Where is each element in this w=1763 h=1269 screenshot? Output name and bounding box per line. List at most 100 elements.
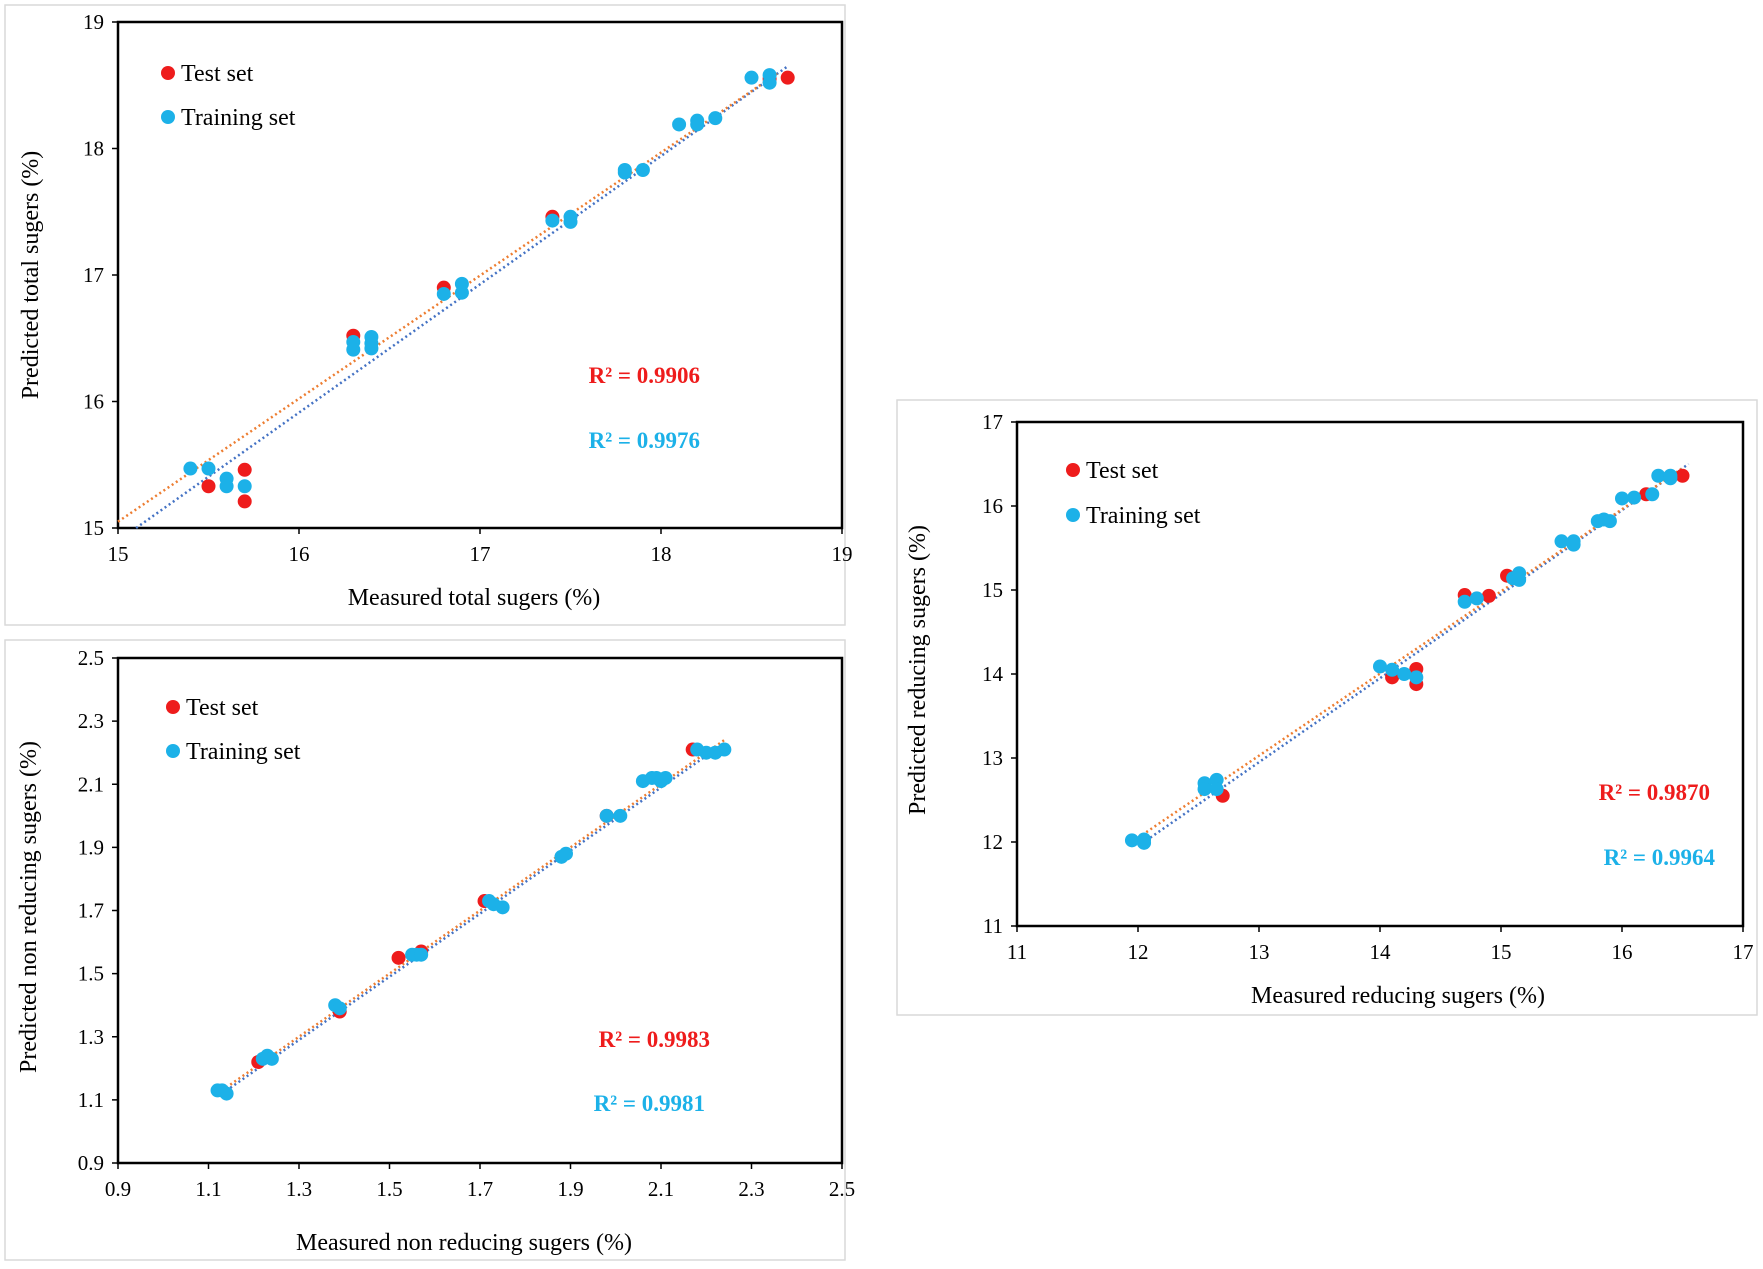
- training-set-point: [436, 286, 451, 301]
- x-tick-label: 1.7: [467, 1177, 493, 1201]
- x-tick-label: 19: [832, 542, 853, 566]
- training-set-point: [332, 1001, 347, 1016]
- training-set-point: [1137, 835, 1152, 850]
- x-tick-label: 0.9: [105, 1177, 131, 1201]
- training-set-point: [1651, 468, 1666, 483]
- y-tick-label: 0.9: [78, 1151, 104, 1175]
- y-tick-label: 16: [83, 390, 104, 414]
- x-axis-title: Measured reducing sugers (%): [1251, 983, 1545, 1009]
- x-tick-label: 16: [289, 542, 310, 566]
- training-set-point: [744, 70, 759, 85]
- y-tick-label: 1.5: [78, 962, 104, 986]
- test-trendline: [221, 739, 726, 1092]
- test-set-point: [237, 494, 252, 509]
- legend-training-label: Training set: [186, 739, 301, 765]
- training-set-point: [1124, 833, 1139, 848]
- y-tick-label: 1.1: [78, 1088, 104, 1112]
- training-set-point: [617, 165, 632, 180]
- test-set-point: [1675, 468, 1690, 483]
- legend-test-label: Test set: [186, 695, 259, 721]
- x-axis-title: Measured total sugers (%): [348, 585, 601, 611]
- training-set-point: [1554, 534, 1569, 549]
- y-tick-label: 2.5: [78, 646, 104, 670]
- y-tick-label: 15: [83, 516, 104, 540]
- training-set-point: [1409, 670, 1424, 685]
- training-set-point: [346, 342, 361, 357]
- training-set-point: [264, 1051, 279, 1066]
- x-tick-label: 15: [108, 542, 129, 566]
- training-set-point: [1627, 490, 1642, 505]
- training-set-point: [219, 479, 234, 494]
- training-set-point: [1615, 491, 1629, 506]
- x-tick-label: 2.1: [648, 1177, 674, 1201]
- y-tick-label: 15: [982, 578, 1003, 602]
- training-trendline: [135, 65, 789, 530]
- legend-test-label: Test set: [1086, 458, 1159, 484]
- training-set-point: [658, 770, 673, 785]
- y-tick-label: 18: [83, 137, 104, 161]
- x-tick-label: 12: [1128, 940, 1149, 964]
- training-set-point: [1209, 782, 1224, 797]
- r2-test-label: R² = 0.9906: [589, 363, 700, 388]
- y-tick-label: 17: [83, 263, 104, 287]
- training-trendline: [221, 742, 726, 1095]
- x-tick-label: 1.9: [557, 1177, 583, 1201]
- total-sugars-chart: 15 16 17 18 19 15 16 17 18 19 Measured total suger…: [4, 4, 853, 626]
- training-set-point: [1373, 659, 1387, 674]
- r2-training-label: R² = 0.9981: [594, 1091, 705, 1116]
- legend-training-marker: [166, 744, 180, 758]
- x-tick-label: 18: [651, 542, 672, 566]
- x-tick-label: 17: [1733, 940, 1754, 964]
- training-set-point: [599, 808, 614, 823]
- legend-test-label: Test set: [181, 61, 254, 87]
- x-tick-label: 13: [1249, 940, 1270, 964]
- training-set-point: [201, 461, 216, 476]
- x-tick-label: 15: [1491, 940, 1512, 964]
- y-tick-label: 1.3: [78, 1025, 104, 1049]
- legend-training-marker: [161, 110, 175, 124]
- y-tick-label: 14: [982, 662, 1004, 686]
- legend-test-marker: [1066, 463, 1080, 477]
- training-set-point: [1512, 572, 1527, 587]
- x-axis-title: Measured non reducing sugers (%): [296, 1230, 632, 1256]
- r2-test-label: R² = 0.9870: [1599, 780, 1710, 805]
- legend-test-marker: [166, 700, 180, 714]
- non-reducing-sugars-chart: 0.9 1.1 1.3 1.5 1.7 1.9 2.1 2.3 2.5 0.9 1.1 1.3 1.5 1…: [4, 639, 855, 1261]
- legend-training-label: Training set: [1086, 503, 1201, 529]
- reducing-sugars-chart: 11 12 13 14 15 16 17 11 12 13 14 15 16 17 Measured red…: [896, 399, 1758, 1016]
- test-set-point: [237, 462, 252, 477]
- plot-area: [116, 20, 844, 530]
- r2-training-label: R² = 0.9964: [1604, 845, 1716, 870]
- training-set-point: [1457, 594, 1472, 609]
- training-set-point: [635, 163, 650, 178]
- training-set-point: [708, 111, 723, 126]
- x-tick-label: 1.3: [286, 1177, 312, 1201]
- test-trendline: [117, 71, 780, 523]
- training-set-point: [1566, 537, 1581, 552]
- x-tick-label: 2.5: [829, 1177, 855, 1201]
- y-tick-label: 19: [83, 10, 104, 34]
- training-set-point: [1397, 667, 1412, 681]
- y-tick-label: 12: [982, 830, 1003, 854]
- r2-test-label: R² = 0.9983: [599, 1027, 710, 1052]
- training-set-point: [183, 461, 198, 476]
- training-set-point: [717, 742, 732, 757]
- training-set-point: [1469, 591, 1484, 606]
- training-set-point: [545, 213, 560, 228]
- training-set-point: [1385, 662, 1400, 677]
- x-tick-label: 1.5: [376, 1177, 402, 1201]
- x-tick-label: 11: [1007, 940, 1027, 964]
- training-set-point: [690, 117, 705, 132]
- training-set-point: [414, 947, 429, 962]
- y-tick-label: 1.9: [78, 835, 104, 859]
- test-set-point: [391, 950, 406, 965]
- training-set-point: [613, 808, 628, 823]
- x-tick-label: 16: [1612, 940, 1633, 964]
- training-set-point: [762, 75, 777, 90]
- training-set-point: [237, 479, 252, 494]
- training-trendline: [1137, 462, 1690, 848]
- training-set-point: [1197, 782, 1212, 797]
- test-set-point: [780, 70, 795, 85]
- y-tick-label: 13: [982, 746, 1003, 770]
- x-tick-label: 2.3: [738, 1177, 764, 1201]
